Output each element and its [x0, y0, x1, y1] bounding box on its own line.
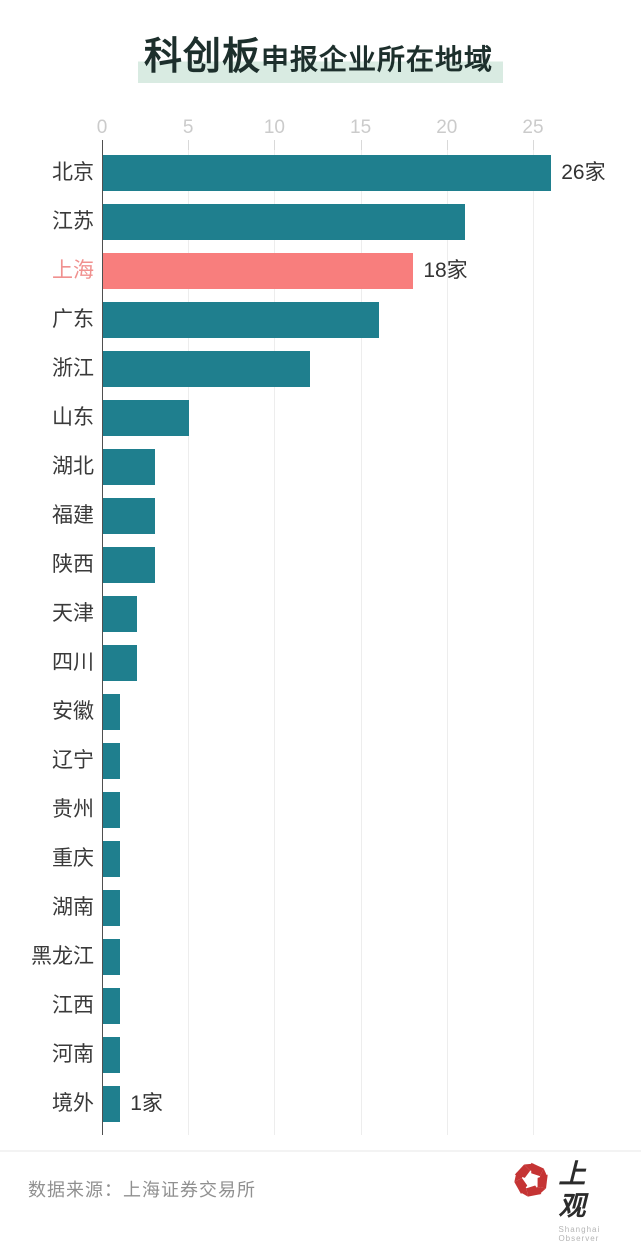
data-source-text: 数据来源：上海证券交易所 [28, 1180, 256, 1200]
category-label: 江西 [52, 994, 94, 1017]
grid-line [360, 150, 362, 1135]
category-label: 福建 [52, 504, 94, 527]
y-axis-line [102, 140, 103, 1135]
bar [103, 939, 121, 975]
axis-tick-label: 25 [522, 117, 544, 138]
category-label: 境外 [52, 1092, 94, 1115]
bar [103, 351, 310, 387]
title-area: 科创板申报企业所在地域 [0, 38, 641, 83]
axis-tick-mark [274, 140, 276, 150]
bar [103, 792, 121, 828]
category-label: 湖南 [52, 896, 94, 919]
category-label: 黑龙江 [31, 945, 94, 968]
title-emphasis: 科创板 [143, 36, 261, 78]
category-label: 山东 [52, 406, 94, 429]
bar [103, 547, 155, 583]
bar [103, 449, 155, 485]
category-label: 广东 [52, 308, 94, 331]
category-label: 湖北 [52, 455, 94, 478]
bar [103, 400, 190, 436]
category-label: 上海 [52, 259, 94, 282]
category-label: 四川 [52, 651, 94, 674]
bar [103, 1086, 121, 1122]
bar [103, 596, 138, 632]
bar [103, 498, 155, 534]
category-label: 安徽 [52, 700, 94, 723]
bar [103, 988, 121, 1024]
bar [103, 645, 138, 681]
axis-tick-label: 10 [263, 117, 285, 138]
bar [103, 694, 121, 730]
category-label: 河南 [52, 1043, 94, 1066]
page-title: 科创板申报企业所在地域 [137, 36, 504, 83]
footer-divider [0, 1150, 641, 1152]
value-label: 18家 [423, 259, 468, 282]
category-label: 江苏 [52, 210, 94, 233]
axis-tick-mark [360, 140, 362, 150]
axis-tick-label: 15 [350, 117, 372, 138]
category-label: 重庆 [52, 847, 94, 870]
category-label: 陕西 [52, 553, 94, 576]
axis-tick-label: 0 [96, 117, 108, 138]
title-rest: 申报企业所在地域 [261, 44, 494, 75]
grid-line [188, 150, 190, 1135]
axis-tick-mark [188, 140, 190, 150]
logo-en-text: Shanghai Observer [558, 1224, 601, 1243]
value-label: 1家 [130, 1092, 163, 1115]
logo-cn-text: 上 观 [558, 1159, 594, 1222]
axis-tick-mark [446, 140, 448, 150]
bar [103, 841, 121, 877]
grid-line [533, 150, 534, 1135]
bar [103, 204, 466, 240]
bar [103, 1037, 121, 1073]
grid-line [274, 150, 276, 1135]
value-label: 26家 [561, 161, 606, 184]
category-label: 辽宁 [52, 749, 94, 772]
category-label: 北京 [52, 161, 94, 184]
category-label: 贵州 [52, 798, 94, 821]
bar [103, 890, 121, 926]
bar [103, 743, 121, 779]
bar [103, 302, 379, 338]
bar [103, 155, 552, 191]
axis-tick-label: 5 [182, 117, 194, 138]
category-label: 天津 [52, 602, 94, 625]
category-label: 浙江 [52, 357, 94, 380]
bar [103, 253, 414, 289]
shangguan-pinwheel-icon [514, 1162, 548, 1197]
bar-chart: 0 5 10 15 20 25 北京 26家江苏上海 18家广东浙江山东湖北福建陕西天津四川安徽… [31, 117, 606, 1135]
logo-text-column: 上 观 Shanghai Observer [558, 1158, 641, 1243]
shangguan-logo: 上 观 Shanghai Observer [512, 1158, 641, 1243]
axis-tick-mark [533, 140, 534, 150]
grid-line [446, 150, 448, 1135]
axis-tick-label: 20 [436, 117, 458, 138]
